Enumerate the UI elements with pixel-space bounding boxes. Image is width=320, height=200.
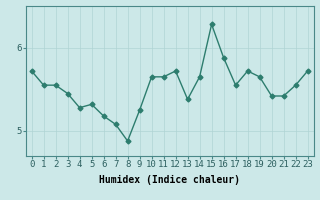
X-axis label: Humidex (Indice chaleur): Humidex (Indice chaleur) bbox=[99, 175, 240, 185]
